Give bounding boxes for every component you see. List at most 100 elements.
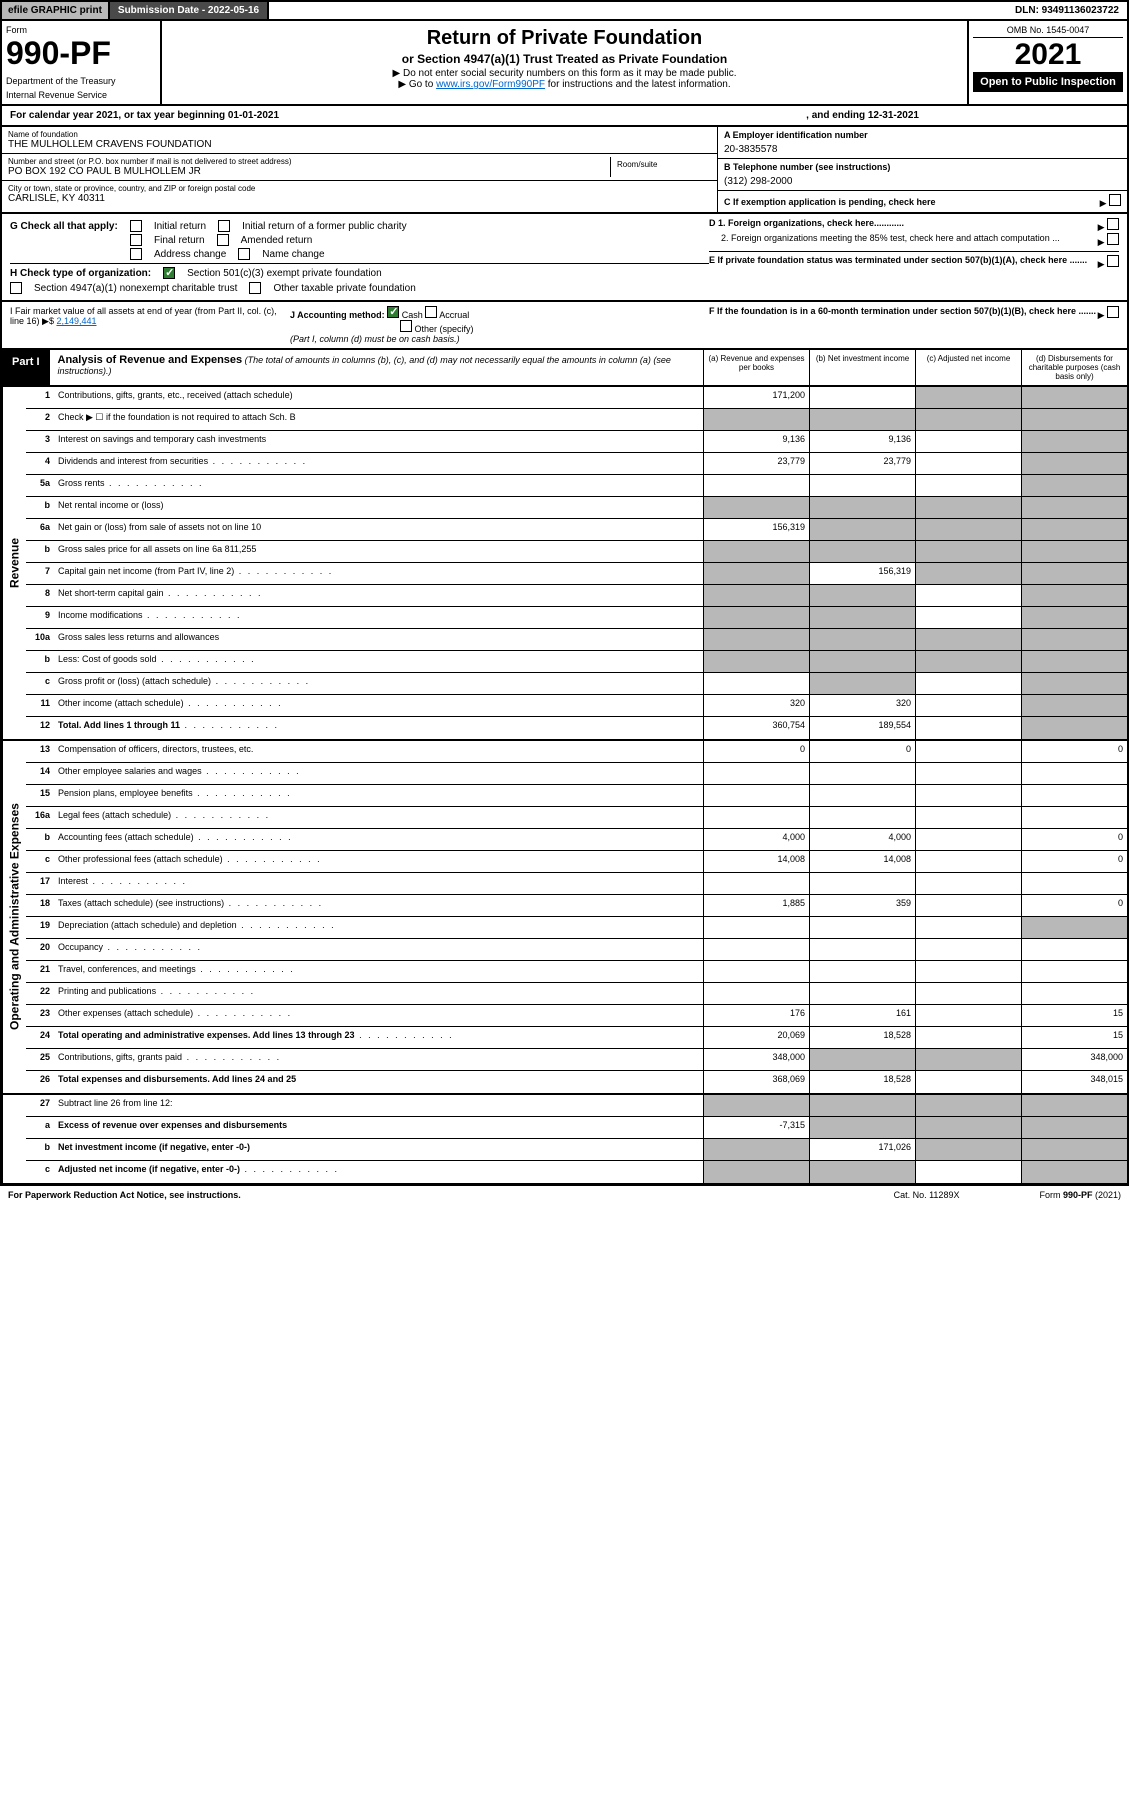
checkbox-d1[interactable] (1107, 218, 1119, 230)
dln: DLN: 93491136023722 (1007, 2, 1127, 19)
row-desc: Adjusted net income (if negative, enter … (54, 1161, 703, 1183)
cell-grey (809, 1117, 915, 1138)
ein-row: A Employer identification number 20-3835… (718, 127, 1127, 159)
row-num: b (26, 1139, 54, 1160)
cell-grey (1021, 453, 1127, 474)
checkbox-4947[interactable] (10, 282, 22, 294)
row-num: 2 (26, 409, 54, 430)
cell: 0 (703, 741, 809, 762)
row-desc: Gross rents (54, 475, 703, 496)
net-body: 27Subtract line 26 from line 12:aExcess … (26, 1095, 1127, 1183)
checkbox-e[interactable] (1107, 255, 1119, 267)
cell (703, 939, 809, 960)
checkbox-f[interactable] (1107, 306, 1119, 318)
table-row: 24Total operating and administrative exp… (26, 1027, 1127, 1049)
checkbox-c[interactable] (1109, 194, 1121, 206)
cell: 359 (809, 895, 915, 916)
row-num: 22 (26, 983, 54, 1004)
table-row: 25Contributions, gifts, grants paid348,0… (26, 1049, 1127, 1071)
cell-grey (1021, 1095, 1127, 1116)
form-subtitle: or Section 4947(a)(1) Trust Treated as P… (168, 52, 961, 66)
row-desc: Less: Cost of goods sold (54, 651, 703, 672)
col-c: (c) Adjusted net income (915, 350, 1021, 385)
row-num: c (26, 1161, 54, 1183)
table-row: 26Total expenses and disbursements. Add … (26, 1071, 1127, 1093)
cell-grey (809, 629, 915, 650)
cal-year-ending: , and ending 12-31-2021 (806, 110, 919, 121)
checkbox-initial[interactable] (130, 220, 142, 232)
checkbox-cash[interactable] (387, 306, 399, 318)
row-num: 18 (26, 895, 54, 916)
cell: 161 (809, 1005, 915, 1026)
phone-row: B Telephone number (see instructions) (3… (718, 159, 1127, 191)
cell: 171,026 (809, 1139, 915, 1160)
table-row: 18Taxes (attach schedule) (see instructi… (26, 895, 1127, 917)
irs-link[interactable]: www.irs.gov/Form990PF (436, 79, 545, 90)
cell-grey (1021, 1161, 1127, 1183)
cell (1021, 873, 1127, 894)
cell-grey (1021, 541, 1127, 562)
row-desc: Occupancy (54, 939, 703, 960)
checkbox-other-tax[interactable] (249, 282, 261, 294)
checkbox-accrual[interactable] (425, 306, 437, 318)
form-ref: Form 990-PF (2021) (1039, 1190, 1121, 1200)
checkbox-amended[interactable] (217, 234, 229, 246)
row-desc: Interest on savings and temporary cash i… (54, 431, 703, 452)
row-desc: Gross sales price for all assets on line… (54, 541, 703, 562)
cell: 156,319 (809, 563, 915, 584)
addr-row: Number and street (or P.O. box number if… (2, 154, 717, 181)
cell (1021, 807, 1127, 828)
cell-grey (703, 409, 809, 430)
checkbox-initial-pub[interactable] (218, 220, 230, 232)
top-bar: efile GRAPHIC print Submission Date - 20… (0, 0, 1129, 21)
net-table: 27Subtract line 26 from line 12:aExcess … (0, 1095, 1129, 1185)
cell (703, 475, 809, 496)
col-d: (d) Disbursements for charitable purpose… (1021, 350, 1127, 385)
cell-grey (1021, 431, 1127, 452)
calendar-year-row: For calendar year 2021, or tax year begi… (0, 106, 1129, 127)
row-desc: Pension plans, employee benefits (54, 785, 703, 806)
cell (809, 873, 915, 894)
cell: 189,554 (809, 717, 915, 739)
table-row: 23Other expenses (attach schedule)176161… (26, 1005, 1127, 1027)
cell (809, 387, 915, 408)
footer: For Paperwork Reduction Act Notice, see … (0, 1185, 1129, 1204)
row-num: 3 (26, 431, 54, 452)
row-num: b (26, 829, 54, 850)
table-row: 16aLegal fees (attach schedule) (26, 807, 1127, 829)
cell (915, 695, 1021, 716)
cell-grey (915, 387, 1021, 408)
row-num: 11 (26, 695, 54, 716)
table-row: bAccounting fees (attach schedule)4,0004… (26, 829, 1127, 851)
cell-grey (809, 409, 915, 430)
table-row: 27Subtract line 26 from line 12: (26, 1095, 1127, 1117)
cell (915, 807, 1021, 828)
expenses-body: 13Compensation of officers, directors, t… (26, 741, 1127, 1093)
row-desc: Excess of revenue over expenses and disb… (54, 1117, 703, 1138)
cell-grey (915, 497, 1021, 518)
revenue-body: 1Contributions, gifts, grants, etc., rec… (26, 387, 1127, 739)
cell: 14,008 (809, 851, 915, 872)
cell-grey (809, 1161, 915, 1183)
cell-grey (1021, 585, 1127, 606)
note-ssn: ▶ Do not enter social security numbers o… (168, 68, 961, 79)
checkbox-name-chg[interactable] (238, 248, 250, 260)
checkbox-addr-chg[interactable] (130, 248, 142, 260)
checkbox-other-acct[interactable] (400, 320, 412, 332)
form-header: Form 990-PF Department of the Treasury I… (0, 21, 1129, 106)
cell (915, 717, 1021, 739)
cell (703, 961, 809, 982)
cell (809, 917, 915, 938)
table-row: 3Interest on savings and temporary cash … (26, 431, 1127, 453)
checkbox-d2[interactable] (1107, 233, 1119, 245)
fmv-link[interactable]: 2,149,441 (56, 316, 96, 326)
cell: -7,315 (703, 1117, 809, 1138)
table-row: 20Occupancy (26, 939, 1127, 961)
cell-grey (1021, 519, 1127, 540)
row-num: 1 (26, 387, 54, 408)
checkbox-final[interactable] (130, 234, 142, 246)
row-num: 9 (26, 607, 54, 628)
checkbox-501c3[interactable] (163, 267, 175, 279)
cell (809, 807, 915, 828)
cell (915, 673, 1021, 694)
